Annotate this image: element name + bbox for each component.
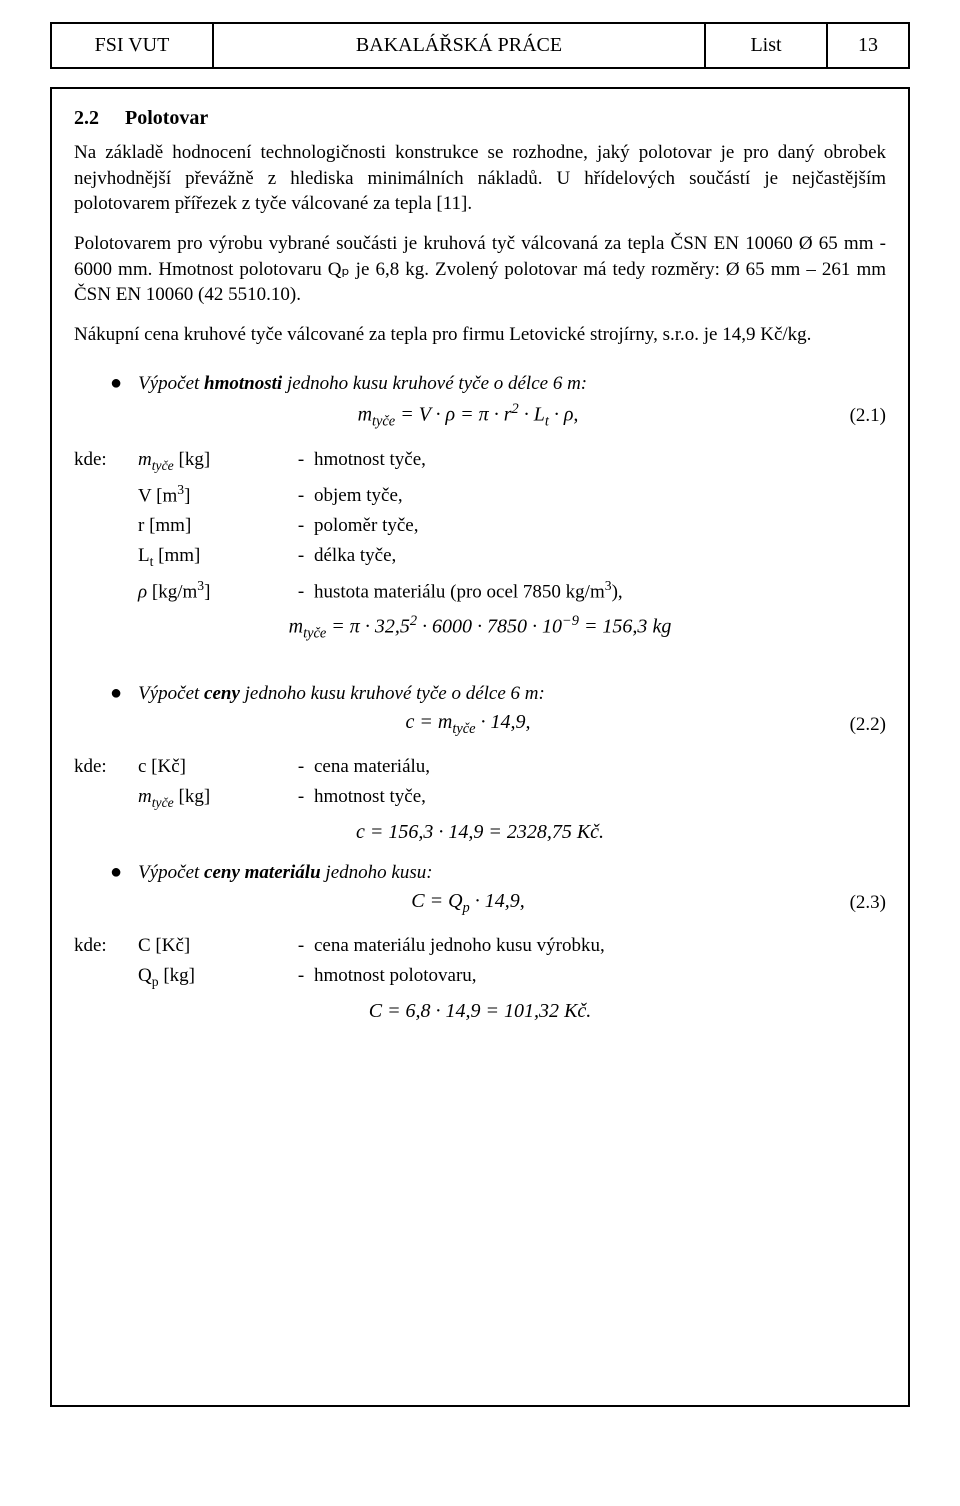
paragraph-2: Polotovarem pro výrobu vybrané součásti … xyxy=(74,231,886,308)
calc3-title: Výpočet ceny materiálu jednoho kusu: xyxy=(138,862,432,884)
paragraph-3: Nákupní cena kruhové tyče válcované za t… xyxy=(74,322,886,348)
section-heading: 2.2 Polotovar xyxy=(74,107,886,130)
header-list: List xyxy=(705,23,827,68)
bullet-icon: ● xyxy=(110,373,122,393)
def-sym: Qp [kg] xyxy=(138,961,288,994)
def-desc: hmotnost polotovaru, xyxy=(314,961,605,994)
section-title: Polotovar xyxy=(125,107,208,129)
header-table: FSI VUT BAKALÁŘSKÁ PRÁCE List 13 xyxy=(50,22,910,69)
calc2-result: c = 156,3 · 14,9 = 2328,75 Kč. xyxy=(74,821,886,844)
bullet-icon: ● xyxy=(110,862,122,882)
calc1-result: mtyče = π · 32,52 · 6000 · 7850 · 10−9 =… xyxy=(74,613,886,643)
calc3-defs: kde: C [Kč] - cena materiálu jednoho kus… xyxy=(74,931,605,994)
section-number: 2.2 xyxy=(74,107,120,130)
calc3-title-suffix: jednoho kusu: xyxy=(321,862,433,883)
calc-block-3: ● Výpočet ceny materiálu jednoho kusu: C… xyxy=(110,862,886,917)
header-left: FSI VUT xyxy=(51,23,213,68)
calc1-title-prefix: Výpočet xyxy=(138,373,204,394)
calc1-equation-line: mtyče = V · ρ = π · r2 · Lt · ρ, (2.1) xyxy=(110,401,886,431)
calc1-eqnum: (2.1) xyxy=(826,405,886,427)
calc1-title-suffix: jednoho kusu kruhové tyče o délce 6 m: xyxy=(282,373,587,394)
calc3-eqnum: (2.3) xyxy=(826,892,886,914)
content-frame: 2.2 Polotovar Na základě hodnocení techn… xyxy=(50,87,910,1407)
def-sym: mtyče [kg] xyxy=(138,782,288,815)
calc-block-1: ● Výpočet hmotnosti jednoho kusu kruhové… xyxy=(110,373,886,431)
def-sym: c [Kč] xyxy=(138,752,288,782)
kde-label: kde: xyxy=(74,445,138,478)
calc1-title: Výpočet hmotnosti jednoho kusu kruhové t… xyxy=(138,373,587,395)
kde-label: kde: xyxy=(74,752,138,782)
calc3-equation-line: C = Qp · 14,9, (2.3) xyxy=(110,890,886,917)
paragraph-1: Na základě hodnocení technologičnosti ko… xyxy=(74,140,886,217)
def-desc: cena materiálu, xyxy=(314,752,430,782)
calc3-title-bold: ceny materiálu xyxy=(204,862,321,883)
def-sym: Lt [mm] xyxy=(138,541,288,574)
def-desc: hmotnost tyče, xyxy=(314,782,430,815)
page: FSI VUT BAKALÁŘSKÁ PRÁCE List 13 2.2 Pol… xyxy=(0,0,960,1447)
calc2-title: Výpočet ceny jednoho kusu kruhové tyče o… xyxy=(138,683,545,705)
def-desc: cena materiálu jednoho kusu výrobku, xyxy=(314,931,605,961)
calc-block-2: ● Výpočet ceny jednoho kusu kruhové tyče… xyxy=(110,683,886,738)
def-sym: C [Kč] xyxy=(138,931,288,961)
calc3-result: C = 6,8 · 14,9 = 101,32 Kč. xyxy=(74,1000,886,1023)
calc2-equation: c = mtyče · 14,9, xyxy=(110,711,826,738)
calc1-title-bold: hmotnosti xyxy=(204,373,282,394)
def-sym: ρ [kg/m3] xyxy=(138,574,288,607)
def-desc: poloměr tyče, xyxy=(314,511,623,541)
def-desc: hmotnost tyče, xyxy=(314,445,623,478)
def-sym: V [m3] xyxy=(138,478,288,511)
def-sym: r [mm] xyxy=(138,511,288,541)
def-dash: - xyxy=(288,445,314,478)
def-desc: délka tyče, xyxy=(314,541,623,574)
calc2-title-prefix: Výpočet xyxy=(138,683,204,704)
calc2-title-bold: ceny xyxy=(204,683,240,704)
header-title: BAKALÁŘSKÁ PRÁCE xyxy=(213,23,705,68)
def-sym: mtyče [kg] xyxy=(138,445,288,478)
calc1-defs: kde: mtyče [kg] - hmotnost tyče, V [m3] … xyxy=(74,445,623,607)
calc2-equation-line: c = mtyče · 14,9, (2.2) xyxy=(110,711,886,738)
calc2-eqnum: (2.2) xyxy=(826,714,886,736)
kde-label: kde: xyxy=(74,931,138,961)
calc1-equation: mtyče = V · ρ = π · r2 · Lt · ρ, xyxy=(110,401,826,431)
header-num: 13 xyxy=(827,23,909,68)
calc3-title-prefix: Výpočet xyxy=(138,862,204,883)
calc2-title-suffix: jednoho kusu kruhové tyče o délce 6 m: xyxy=(240,683,545,704)
calc3-equation: C = Qp · 14,9, xyxy=(110,890,826,917)
def-desc: hustota materiálu (pro ocel 7850 kg/m3), xyxy=(314,574,623,607)
def-desc: objem tyče, xyxy=(314,478,623,511)
bullet-icon: ● xyxy=(110,683,122,703)
calc2-defs: kde: c [Kč] - cena materiálu, mtyče [kg]… xyxy=(74,752,430,815)
